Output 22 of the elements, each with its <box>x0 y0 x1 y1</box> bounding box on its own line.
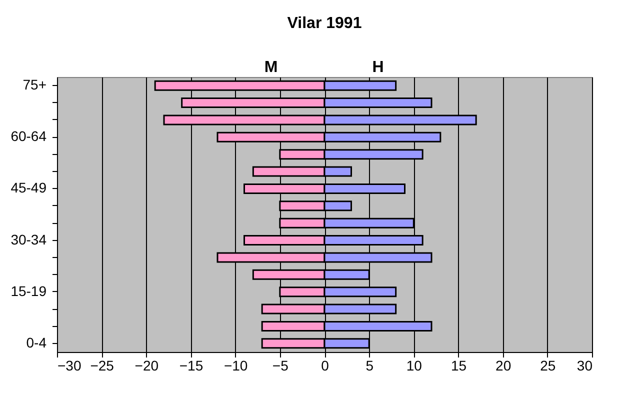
y-tick-label: 75+ <box>22 76 46 93</box>
chart-title: Vilar 1991 <box>287 15 362 32</box>
x-tick-label: 5 <box>366 358 374 374</box>
x-tick-label: −25 <box>90 358 114 374</box>
x-tick-label: 20 <box>496 358 512 374</box>
x-tick-label: 15 <box>450 358 467 374</box>
x-tick-label: −30 <box>58 358 82 374</box>
x-tick-label: 30 <box>576 358 593 374</box>
x-tick-label: 0 <box>321 358 330 374</box>
x-tick-label: 10 <box>406 358 422 374</box>
x-tick-label: −5 <box>272 358 289 374</box>
y-tick-label: 0-4 <box>26 334 47 350</box>
y-tick-label: 15-19 <box>10 282 47 299</box>
series-label: M <box>264 59 278 76</box>
y-tick-label: 30-34 <box>10 231 47 248</box>
x-tick-label: −15 <box>179 358 204 374</box>
x-tick-label: −10 <box>224 358 248 374</box>
y-tick-label: 45-49 <box>10 180 47 196</box>
y-tick-label: 60-64 <box>10 128 47 144</box>
series-label: H <box>372 59 384 76</box>
x-tick-label: 25 <box>540 358 556 374</box>
x-tick-label: −20 <box>134 358 159 374</box>
